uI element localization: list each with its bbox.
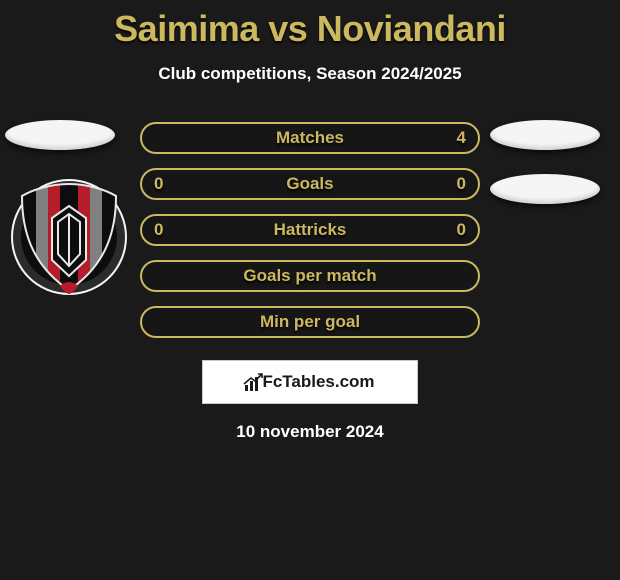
stat-value-left: 0 xyxy=(154,220,163,240)
bar-chart-icon xyxy=(245,373,258,391)
stat-value-right: 4 xyxy=(457,128,466,148)
player-badge-left xyxy=(5,120,115,150)
stat-label: Goals xyxy=(286,174,333,194)
comparison-content: BALI UNITE Matches 4 0 Goals 0 0 Hattr xyxy=(0,122,620,442)
player-badge-right-1 xyxy=(490,120,600,150)
snapshot-date: 10 november 2024 xyxy=(0,422,620,442)
stat-row: 0 Hattricks 0 xyxy=(140,214,480,246)
player-badge-right-2 xyxy=(490,174,600,204)
stat-value-right: 0 xyxy=(457,220,466,240)
club-crest-icon: BALI UNITE xyxy=(10,178,128,296)
fctables-link[interactable]: FcTables.com xyxy=(202,360,418,404)
stat-label: Matches xyxy=(276,128,344,148)
stat-label: Goals per match xyxy=(243,266,376,286)
page-title: Saimima vs Noviandani xyxy=(0,0,620,50)
fctables-label: FcTables.com xyxy=(262,372,374,392)
stat-row: Min per goal xyxy=(140,306,480,338)
stats-table: Matches 4 0 Goals 0 0 Hattricks 0 Goals … xyxy=(140,122,480,338)
stat-value-right: 0 xyxy=(457,174,466,194)
stat-row: 0 Goals 0 xyxy=(140,168,480,200)
stat-row: Matches 4 xyxy=(140,122,480,154)
stat-row: Goals per match xyxy=(140,260,480,292)
stat-label: Min per goal xyxy=(260,312,360,332)
season-subtitle: Club competitions, Season 2024/2025 xyxy=(0,64,620,84)
stat-label: Hattricks xyxy=(274,220,347,240)
stat-value-left: 0 xyxy=(154,174,163,194)
